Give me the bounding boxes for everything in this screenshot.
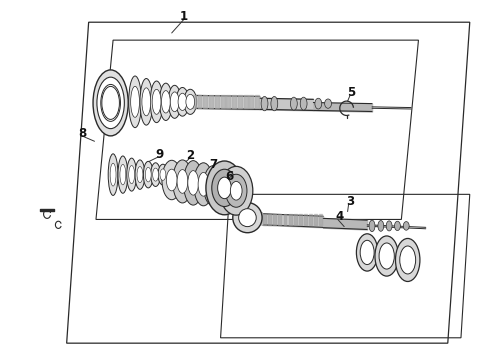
Ellipse shape (212, 169, 237, 207)
Ellipse shape (176, 87, 189, 116)
Ellipse shape (159, 83, 172, 121)
Ellipse shape (120, 165, 126, 185)
Ellipse shape (102, 86, 120, 120)
Ellipse shape (108, 154, 118, 195)
Ellipse shape (188, 171, 198, 195)
Text: 7: 7 (209, 158, 217, 171)
Ellipse shape (129, 76, 142, 128)
Ellipse shape (135, 160, 145, 189)
Ellipse shape (127, 158, 137, 191)
Ellipse shape (178, 93, 187, 111)
Ellipse shape (386, 221, 392, 231)
Ellipse shape (131, 86, 140, 117)
Ellipse shape (300, 97, 307, 110)
Text: 2: 2 (186, 149, 195, 162)
Ellipse shape (184, 89, 196, 114)
Ellipse shape (153, 168, 159, 181)
Ellipse shape (118, 156, 128, 193)
Ellipse shape (218, 177, 231, 199)
Ellipse shape (360, 240, 374, 265)
Ellipse shape (166, 169, 177, 191)
Ellipse shape (110, 163, 116, 186)
Ellipse shape (230, 181, 242, 200)
Ellipse shape (394, 221, 400, 230)
Ellipse shape (208, 175, 219, 197)
Text: 3: 3 (346, 195, 354, 208)
Ellipse shape (403, 222, 409, 230)
Ellipse shape (375, 236, 398, 276)
Ellipse shape (261, 96, 268, 111)
Ellipse shape (206, 161, 243, 215)
Ellipse shape (194, 163, 213, 206)
Ellipse shape (142, 88, 151, 116)
Ellipse shape (168, 85, 181, 118)
Ellipse shape (137, 167, 143, 183)
Ellipse shape (291, 97, 297, 110)
Ellipse shape (93, 70, 128, 136)
Ellipse shape (144, 161, 153, 188)
Ellipse shape (160, 169, 166, 180)
Ellipse shape (152, 89, 161, 114)
Ellipse shape (140, 78, 153, 125)
Text: 8: 8 (79, 127, 87, 140)
Ellipse shape (158, 164, 168, 185)
Ellipse shape (315, 98, 322, 109)
Ellipse shape (162, 160, 181, 200)
Ellipse shape (186, 94, 195, 109)
Ellipse shape (129, 166, 135, 184)
Ellipse shape (220, 166, 253, 215)
Text: 9: 9 (155, 148, 164, 161)
Ellipse shape (395, 238, 420, 282)
Ellipse shape (146, 167, 151, 182)
Ellipse shape (271, 96, 278, 111)
Ellipse shape (101, 85, 121, 121)
Text: 6: 6 (225, 170, 234, 183)
Text: 1: 1 (180, 10, 188, 23)
Ellipse shape (378, 221, 384, 231)
Ellipse shape (400, 246, 416, 274)
Ellipse shape (172, 160, 192, 203)
Text: 5: 5 (347, 86, 356, 99)
Ellipse shape (183, 161, 203, 205)
Ellipse shape (225, 174, 247, 207)
Ellipse shape (170, 92, 179, 112)
Ellipse shape (239, 209, 256, 226)
Ellipse shape (150, 81, 163, 123)
Ellipse shape (203, 166, 223, 206)
Ellipse shape (177, 170, 188, 193)
Ellipse shape (151, 163, 160, 186)
Ellipse shape (161, 91, 170, 113)
Ellipse shape (233, 203, 262, 233)
Text: 4: 4 (335, 210, 343, 223)
Ellipse shape (325, 99, 331, 108)
Ellipse shape (379, 243, 394, 269)
Ellipse shape (198, 172, 209, 196)
Ellipse shape (356, 234, 378, 271)
Ellipse shape (369, 220, 375, 231)
Ellipse shape (97, 77, 124, 129)
